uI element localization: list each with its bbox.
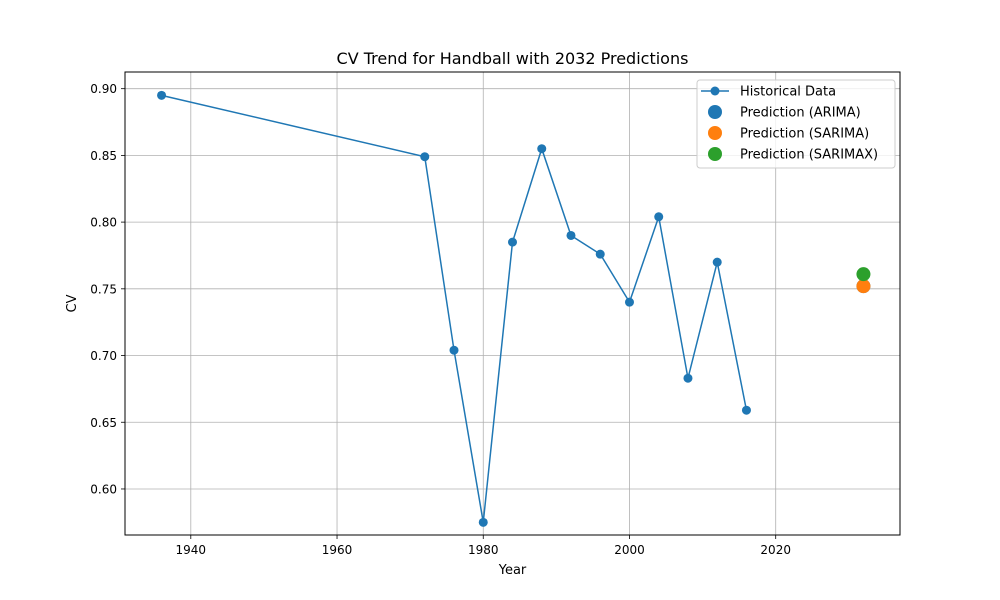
y-tick-label: 0.90 bbox=[90, 82, 117, 96]
y-axis-label: CV bbox=[65, 294, 80, 312]
legend-marker-swatch bbox=[708, 147, 722, 161]
legend-marker-swatch bbox=[708, 126, 722, 140]
historical-data-point bbox=[157, 90, 167, 100]
y-axis: 0.60 0.65 0.70 0.75 0.80 0.85 0.90 bbox=[90, 82, 125, 496]
y-tick-label: 0.65 bbox=[90, 416, 117, 430]
legend-marker-swatch bbox=[710, 86, 720, 96]
historical-data-point bbox=[478, 517, 488, 527]
x-axis: 1940 1960 1980 2000 2020 bbox=[176, 535, 791, 557]
legend-box bbox=[696, 79, 896, 169]
y-tick-label: 0.85 bbox=[90, 149, 117, 163]
historical-data-point bbox=[508, 237, 517, 247]
legend-label: Prediction (SARIMAX) bbox=[740, 148, 878, 163]
historical-data-point bbox=[712, 257, 722, 267]
series-0 bbox=[157, 90, 751, 527]
historical-data-point bbox=[566, 230, 576, 240]
historical-data-point bbox=[654, 212, 664, 222]
legend-label: Prediction (SARIMA) bbox=[740, 127, 869, 142]
legend-label: Prediction (ARIMA) bbox=[740, 106, 861, 121]
x-tick-label: 2000 bbox=[614, 543, 645, 557]
y-tick-label: 0.60 bbox=[90, 482, 117, 496]
historical-data-point bbox=[741, 405, 751, 415]
historical-data-point bbox=[420, 152, 430, 162]
historical-data-point bbox=[683, 373, 693, 383]
historical-data-point bbox=[595, 249, 605, 259]
plot-area-frame bbox=[124, 71, 901, 536]
x-axis-label: Year bbox=[498, 563, 527, 578]
historical-data-point bbox=[537, 144, 547, 154]
x-tick-label: 1980 bbox=[468, 543, 499, 557]
y-tick-label: 0.70 bbox=[90, 349, 117, 363]
prediction-point bbox=[856, 267, 871, 282]
series-3 bbox=[856, 267, 871, 282]
legend-label: Historical Data bbox=[740, 85, 836, 100]
prediction-point bbox=[856, 279, 871, 294]
y-tick-label: 0.75 bbox=[90, 282, 117, 296]
x-tick-label: 2020 bbox=[760, 543, 791, 557]
series bbox=[157, 90, 871, 527]
historical-data-point bbox=[449, 345, 459, 355]
historical-data-point bbox=[624, 297, 634, 307]
x-tick-label: 1940 bbox=[176, 543, 207, 557]
chart-title: CV Trend for Handball with 2032 Predicti… bbox=[337, 49, 689, 68]
legend-marker-swatch bbox=[708, 105, 722, 119]
legend: Historical Data Prediction (ARIMA) Predict… bbox=[696, 79, 896, 169]
series-2 bbox=[856, 279, 871, 294]
x-tick-label: 1960 bbox=[322, 543, 353, 557]
y-tick-label: 0.80 bbox=[90, 216, 117, 230]
